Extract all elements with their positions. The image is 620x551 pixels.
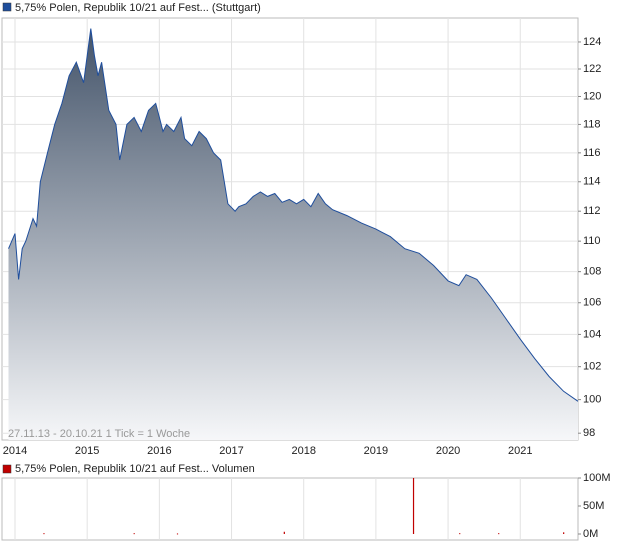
y-tick-label: 124 xyxy=(583,36,601,48)
y-tick-label: 98 xyxy=(583,427,595,439)
x-tick-label: 2016 xyxy=(147,445,171,457)
x-tick-label: 2017 xyxy=(219,445,243,457)
x-tick-label: 2021 xyxy=(508,445,532,457)
volume-bar xyxy=(498,533,500,535)
x-tick-label: 2018 xyxy=(291,445,315,457)
legend-label: 5,75% Polen, Republik 10/21 auf Fest... … xyxy=(15,2,261,14)
y-tick-label: 114 xyxy=(583,176,601,188)
volume-bar xyxy=(412,478,415,534)
area-fill xyxy=(8,28,579,440)
x-tick-label: 2019 xyxy=(364,445,388,457)
y-tick-label: 100M xyxy=(583,472,611,484)
legend-swatch xyxy=(2,2,12,12)
volume-bar xyxy=(133,533,135,535)
y-tick-label: 110 xyxy=(583,235,601,247)
y-tick-label: 104 xyxy=(583,328,601,340)
volume-bar xyxy=(43,533,45,535)
volume-bar xyxy=(459,533,461,535)
volume-bar xyxy=(563,532,565,534)
y-tick-label: 102 xyxy=(583,361,601,373)
y-tick-label: 120 xyxy=(583,90,601,102)
y-tick-label: 116 xyxy=(583,147,601,159)
x-tick-label: 2015 xyxy=(75,445,99,457)
y-tick-label: 0M xyxy=(583,528,598,540)
legend-swatch xyxy=(2,464,12,474)
y-tick-label: 50M xyxy=(583,500,604,512)
x-tick-label: 2020 xyxy=(436,445,460,457)
price-line xyxy=(8,28,579,402)
y-tick-label: 108 xyxy=(583,266,601,278)
y-tick-label: 118 xyxy=(583,118,601,130)
y-tick-label: 122 xyxy=(583,63,601,75)
annotation: 27.11.13 - 20.10.21 1 Tick = 1 Woche xyxy=(8,428,190,440)
y-tick-label: 106 xyxy=(583,297,601,309)
y-tick-label: 112 xyxy=(583,205,601,217)
legend-label: 5,75% Polen, Republik 10/21 auf Fest... … xyxy=(15,463,255,475)
volume-bar xyxy=(283,531,285,534)
y-tick-label: 100 xyxy=(583,394,601,406)
volume-bar xyxy=(176,533,179,535)
volume-frame xyxy=(1,477,579,541)
x-tick-label: 2014 xyxy=(3,445,27,457)
